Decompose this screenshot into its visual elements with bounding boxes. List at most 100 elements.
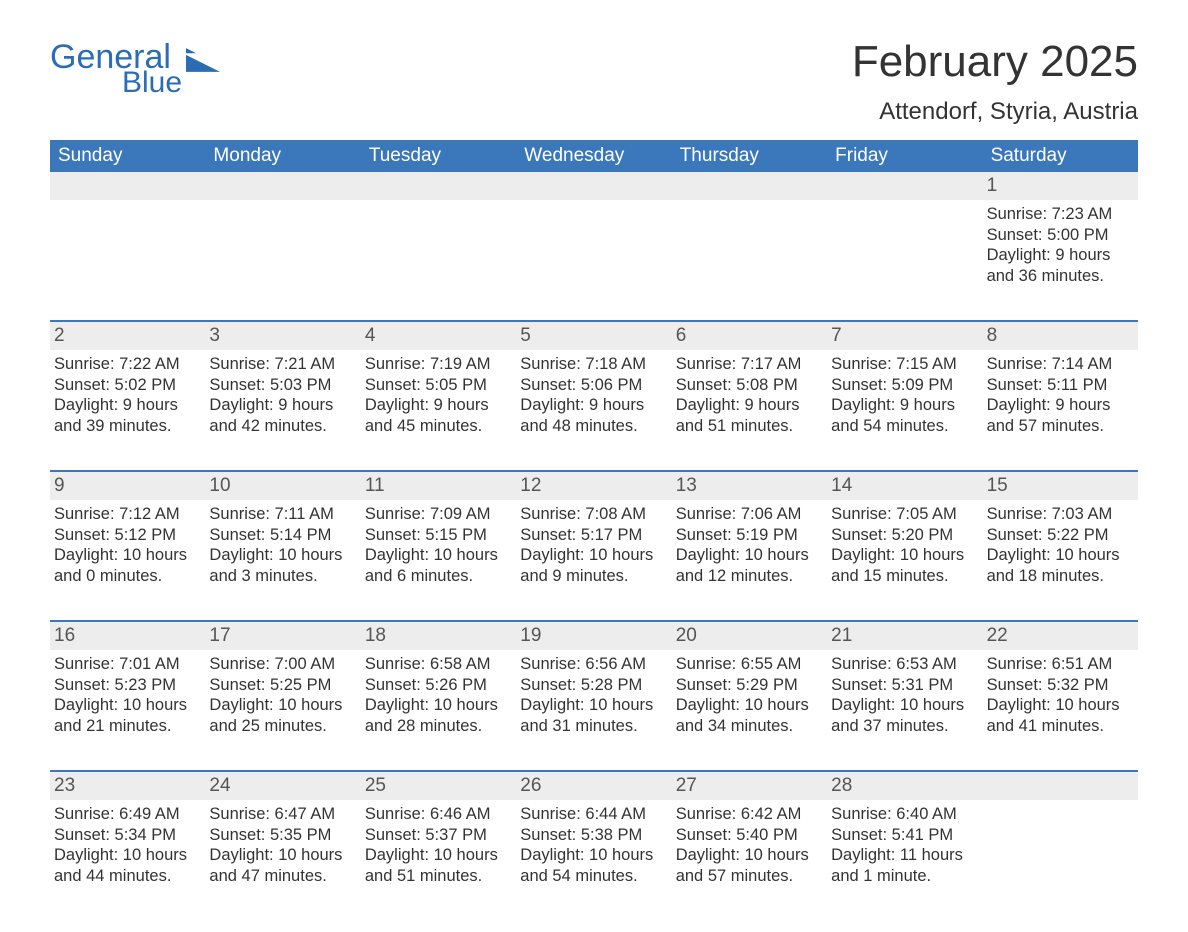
day-cell: Sunrise: 6:53 AMSunset: 5:31 PMDaylight:… — [827, 650, 982, 742]
day-cell: Sunrise: 6:44 AMSunset: 5:38 PMDaylight:… — [516, 800, 671, 892]
sunset-text: Sunset: 5:26 PM — [365, 675, 508, 696]
daylight-text: Daylight: 10 hours and 0 minutes. — [54, 545, 197, 586]
weekday-label: Saturday — [983, 140, 1138, 172]
day-cell — [50, 200, 205, 292]
day-cell: Sunrise: 6:42 AMSunset: 5:40 PMDaylight:… — [672, 800, 827, 892]
daylight-text: Daylight: 9 hours and 51 minutes. — [676, 395, 819, 436]
daylight-text: Daylight: 10 hours and 51 minutes. — [365, 845, 508, 886]
sunset-text: Sunset: 5:31 PM — [831, 675, 974, 696]
sunrise-text: Sunrise: 6:51 AM — [987, 654, 1130, 675]
sunrise-text: Sunrise: 7:08 AM — [520, 504, 663, 525]
weekday-label: Tuesday — [361, 140, 516, 172]
sunset-text: Sunset: 5:25 PM — [209, 675, 352, 696]
daylight-text: Daylight: 10 hours and 31 minutes. — [520, 695, 663, 736]
daylight-text: Daylight: 11 hours and 1 minute. — [831, 845, 974, 886]
sunset-text: Sunset: 5:40 PM — [676, 825, 819, 846]
sunrise-text: Sunrise: 6:47 AM — [209, 804, 352, 825]
sunrise-text: Sunrise: 7:11 AM — [209, 504, 352, 525]
daylight-text: Daylight: 10 hours and 9 minutes. — [520, 545, 663, 586]
sunrise-text: Sunrise: 7:21 AM — [209, 354, 352, 375]
sunset-text: Sunset: 5:08 PM — [676, 375, 819, 396]
sunrise-text: Sunrise: 7:12 AM — [54, 504, 197, 525]
sunrise-text: Sunrise: 7:03 AM — [987, 504, 1130, 525]
weekday-header: Sunday Monday Tuesday Wednesday Thursday… — [50, 140, 1138, 172]
day-number: 7 — [827, 322, 982, 350]
day-number: 10 — [205, 472, 360, 500]
brand-logo: General Blue — [50, 40, 220, 98]
sunset-text: Sunset: 5:12 PM — [54, 525, 197, 546]
day-number — [50, 172, 205, 200]
daylight-text: Daylight: 10 hours and 12 minutes. — [676, 545, 819, 586]
day-cell: Sunrise: 7:06 AMSunset: 5:19 PMDaylight:… — [672, 500, 827, 592]
weekday-label: Friday — [827, 140, 982, 172]
daylight-text: Daylight: 9 hours and 57 minutes. — [987, 395, 1130, 436]
header: General Blue February 2025 Attendorf, St… — [50, 40, 1138, 126]
day-cell: Sunrise: 7:09 AMSunset: 5:15 PMDaylight:… — [361, 500, 516, 592]
day-cell: Sunrise: 6:56 AMSunset: 5:28 PMDaylight:… — [516, 650, 671, 742]
sunset-text: Sunset: 5:34 PM — [54, 825, 197, 846]
day-number: 18 — [361, 622, 516, 650]
sunrise-text: Sunrise: 6:55 AM — [676, 654, 819, 675]
day-number: 1 — [983, 172, 1138, 200]
sunset-text: Sunset: 5:09 PM — [831, 375, 974, 396]
day-cell: Sunrise: 7:14 AMSunset: 5:11 PMDaylight:… — [983, 350, 1138, 442]
sunset-text: Sunset: 5:22 PM — [987, 525, 1130, 546]
sunrise-text: Sunrise: 6:46 AM — [365, 804, 508, 825]
daylight-text: Daylight: 10 hours and 41 minutes. — [987, 695, 1130, 736]
week-row: 9101112131415Sunrise: 7:12 AMSunset: 5:1… — [50, 470, 1138, 592]
sunrise-text: Sunrise: 6:40 AM — [831, 804, 974, 825]
day-number — [983, 772, 1138, 800]
sunrise-text: Sunrise: 7:06 AM — [676, 504, 819, 525]
day-number: 15 — [983, 472, 1138, 500]
weekday-label: Monday — [205, 140, 360, 172]
daylight-text: Daylight: 9 hours and 54 minutes. — [831, 395, 974, 436]
day-cell: Sunrise: 6:49 AMSunset: 5:34 PMDaylight:… — [50, 800, 205, 892]
sunset-text: Sunset: 5:23 PM — [54, 675, 197, 696]
day-cell — [983, 800, 1138, 892]
day-cell: Sunrise: 7:21 AMSunset: 5:03 PMDaylight:… — [205, 350, 360, 442]
day-number: 21 — [827, 622, 982, 650]
sunset-text: Sunset: 5:02 PM — [54, 375, 197, 396]
weekday-label: Wednesday — [516, 140, 671, 172]
sunset-text: Sunset: 5:35 PM — [209, 825, 352, 846]
day-cell: Sunrise: 7:05 AMSunset: 5:20 PMDaylight:… — [827, 500, 982, 592]
day-number: 8 — [983, 322, 1138, 350]
brand-name-2: Blue — [122, 68, 182, 98]
sunset-text: Sunset: 5:41 PM — [831, 825, 974, 846]
sunset-text: Sunset: 5:05 PM — [365, 375, 508, 396]
daylight-text: Daylight: 10 hours and 25 minutes. — [209, 695, 352, 736]
weekday-label: Thursday — [672, 140, 827, 172]
day-cell: Sunrise: 6:55 AMSunset: 5:29 PMDaylight:… — [672, 650, 827, 742]
sunrise-text: Sunrise: 7:23 AM — [987, 204, 1130, 225]
daylight-text: Daylight: 10 hours and 21 minutes. — [54, 695, 197, 736]
sunset-text: Sunset: 5:29 PM — [676, 675, 819, 696]
day-number — [827, 172, 982, 200]
sunset-text: Sunset: 5:00 PM — [987, 225, 1130, 246]
daylight-text: Daylight: 9 hours and 39 minutes. — [54, 395, 197, 436]
day-cell: Sunrise: 7:11 AMSunset: 5:14 PMDaylight:… — [205, 500, 360, 592]
day-cell: Sunrise: 7:19 AMSunset: 5:05 PMDaylight:… — [361, 350, 516, 442]
sunrise-text: Sunrise: 7:22 AM — [54, 354, 197, 375]
sunset-text: Sunset: 5:20 PM — [831, 525, 974, 546]
daylight-text: Daylight: 10 hours and 34 minutes. — [676, 695, 819, 736]
day-cell: Sunrise: 7:22 AMSunset: 5:02 PMDaylight:… — [50, 350, 205, 442]
daylight-text: Daylight: 9 hours and 48 minutes. — [520, 395, 663, 436]
day-number: 5 — [516, 322, 671, 350]
week-row: 2345678Sunrise: 7:22 AMSunset: 5:02 PMDa… — [50, 320, 1138, 442]
day-cell: Sunrise: 6:46 AMSunset: 5:37 PMDaylight:… — [361, 800, 516, 892]
weekday-label: Sunday — [50, 140, 205, 172]
sunset-text: Sunset: 5:11 PM — [987, 375, 1130, 396]
sunrise-text: Sunrise: 7:15 AM — [831, 354, 974, 375]
day-number — [205, 172, 360, 200]
daylight-text: Daylight: 9 hours and 36 minutes. — [987, 245, 1130, 286]
day-number: 2 — [50, 322, 205, 350]
sunrise-text: Sunrise: 6:53 AM — [831, 654, 974, 675]
calendar: Sunday Monday Tuesday Wednesday Thursday… — [50, 140, 1138, 892]
day-number — [672, 172, 827, 200]
day-number — [516, 172, 671, 200]
sunset-text: Sunset: 5:06 PM — [520, 375, 663, 396]
sunset-text: Sunset: 5:32 PM — [987, 675, 1130, 696]
day-number: 16 — [50, 622, 205, 650]
day-cell — [205, 200, 360, 292]
daynum-band: 232425262728 — [50, 772, 1138, 800]
